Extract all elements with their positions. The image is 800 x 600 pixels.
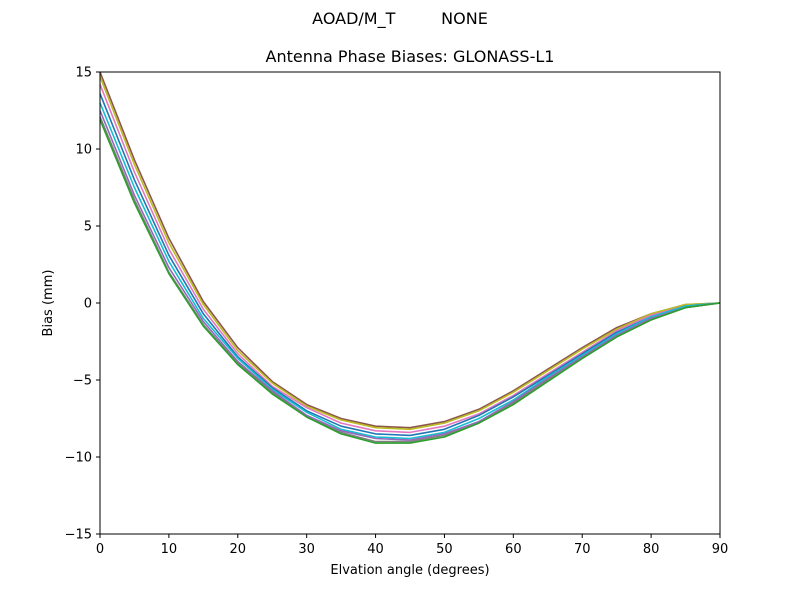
series-line-5 xyxy=(99,102,721,440)
y-tick-label: 0 xyxy=(84,297,92,312)
chart-title: Antenna Phase Biases: GLONASS-L1 xyxy=(265,47,555,66)
x-tick-label: 10 xyxy=(161,542,178,557)
y-tick-label: 5 xyxy=(84,220,92,235)
y-tick-label: −10 xyxy=(65,451,92,466)
x-tick-label: 90 xyxy=(712,542,729,557)
y-axis-label: Bias (mm) xyxy=(41,270,56,337)
y-axis: −15 −10 −5 0 5 10 15 xyxy=(65,66,100,543)
series-line-4 xyxy=(99,93,721,437)
x-tick-label: 40 xyxy=(367,542,384,557)
series-line-8 xyxy=(99,119,721,444)
suptitle-radome-name: NONE xyxy=(441,9,488,28)
y-tick-label: 10 xyxy=(75,143,92,158)
x-axis: 0 10 20 30 40 50 60 70 80 90 xyxy=(96,534,728,557)
x-axis-label: Elvation angle (degrees) xyxy=(330,563,489,578)
y-tick-label: −5 xyxy=(73,374,92,389)
series-line-6 xyxy=(99,110,721,441)
series-line-1 xyxy=(99,71,721,429)
x-tick-label: 70 xyxy=(574,542,591,557)
series-line-7 xyxy=(99,116,721,443)
suptitle-antenna-name: AOAD/M_T xyxy=(312,9,396,28)
y-tick-label: −15 xyxy=(65,528,92,543)
series-line-3 xyxy=(99,84,721,434)
x-tick-label: 30 xyxy=(298,542,315,557)
x-tick-label: 80 xyxy=(643,542,660,557)
figure-suptitle: AOAD/M_T NONE xyxy=(0,9,800,28)
series-line-2 xyxy=(99,76,721,431)
x-tick-label: 60 xyxy=(505,542,522,557)
x-tick-label: 0 xyxy=(96,542,104,557)
series-layer xyxy=(99,71,721,444)
plot-frame xyxy=(99,71,721,535)
x-tick-label: 20 xyxy=(230,542,247,557)
y-tick-label: 15 xyxy=(75,66,92,81)
x-tick-label: 50 xyxy=(436,542,453,557)
